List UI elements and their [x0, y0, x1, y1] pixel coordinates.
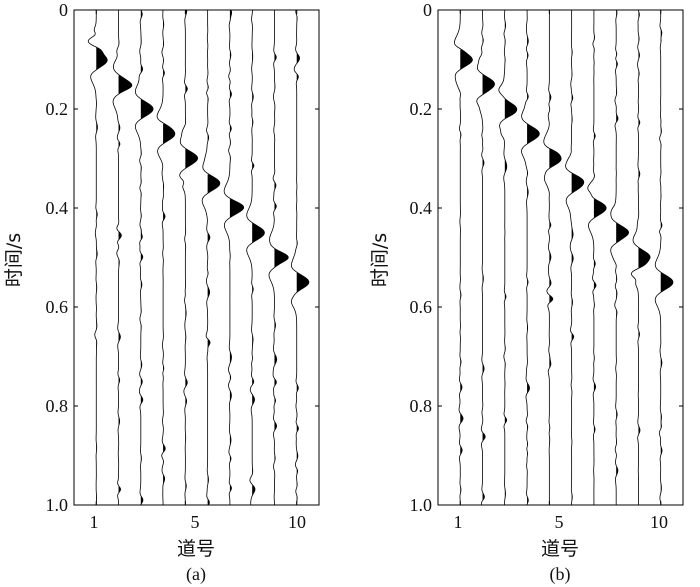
trace-wiggle	[223, 9, 245, 505]
x-tick-label: 1	[90, 512, 99, 532]
x-axis-title: 道号	[177, 538, 215, 560]
trace-fill	[460, 49, 473, 495]
trace-wiggle	[543, 10, 562, 505]
traces-b	[453, 9, 674, 506]
x-tick-label: 5	[555, 512, 564, 532]
x-tick-label: 5	[191, 512, 200, 532]
y-tick-label: 0.4	[46, 198, 69, 218]
trace-fill	[616, 10, 629, 477]
x-tick-label: 10	[288, 512, 306, 532]
trace-wiggle	[134, 9, 154, 506]
y-tick-label: 0.8	[410, 396, 433, 416]
trace-fill	[593, 32, 607, 506]
trace-wiggle	[290, 9, 310, 506]
x-tick-label: 10	[650, 512, 668, 532]
trace-wiggle	[521, 9, 540, 506]
x-axis-title: 道号	[541, 538, 579, 560]
trace-wiggle	[87, 10, 108, 506]
trace-wiggle	[631, 9, 651, 505]
trace-fill	[252, 10, 265, 497]
x-tick-label: 1	[454, 512, 463, 532]
trace-fill	[660, 29, 673, 506]
trace-fill	[296, 15, 309, 505]
y-tick-label: 0.4	[410, 198, 433, 218]
trace-fill	[140, 10, 154, 505]
trace-fill	[96, 47, 108, 505]
y-tick-label: 0.6	[410, 297, 433, 317]
trace-fill	[638, 10, 651, 506]
trace-wiggle	[654, 10, 674, 506]
y-tick-label: 0	[59, 0, 68, 20]
trace-fill	[185, 10, 198, 492]
y-tick-label: 0.2	[46, 99, 69, 119]
traces-a	[87, 9, 310, 506]
plot-frame-b	[437, 9, 684, 506]
trace-wiggle	[112, 9, 133, 506]
y-tick-label: 1.0	[46, 495, 69, 515]
y-tick-label: 0.2	[410, 99, 433, 119]
y-tick-label: 0.8	[46, 396, 69, 416]
trace-fill	[527, 10, 540, 505]
y-tick-label: 0	[423, 0, 432, 20]
trace-fill	[571, 10, 584, 504]
trace-wiggle	[565, 10, 585, 506]
trace-wiggle	[156, 9, 176, 506]
panel-b: 0 0.2 0.4 0.6 0.8 1.0 1 5 10 时间/s 道号 (b)	[369, 0, 684, 585]
trace-fill	[482, 10, 495, 502]
trace-fill	[274, 53, 289, 506]
trace-wiggle	[179, 9, 199, 506]
trace-wiggle	[246, 9, 265, 506]
trace-wiggle	[587, 10, 607, 506]
panel-a: 0 0.2 0.4 0.6 0.8 1.0 1 5 10 时间/s 道号 (a)	[3, 0, 320, 585]
y-axis-title: 时间/s	[3, 233, 25, 287]
trace-wiggle	[498, 9, 518, 506]
trace-fill	[229, 10, 244, 493]
trace-fill	[163, 19, 175, 486]
trace-fill	[504, 19, 517, 501]
trace-wiggle	[453, 10, 473, 506]
trace-wiggle	[201, 10, 221, 506]
y-axis-title: 时间/s	[369, 233, 391, 287]
panel-caption: (a)	[186, 564, 206, 585]
trace-wiggle	[268, 10, 289, 506]
trace-wiggle	[610, 9, 629, 505]
y-tick-label: 1.0	[410, 495, 433, 515]
plot-frame-a	[73, 9, 320, 506]
panel-caption: (b)	[550, 564, 571, 585]
y-tick-label: 0.6	[46, 297, 69, 317]
trace-fill	[549, 93, 562, 447]
ticks-a	[74, 9, 319, 506]
trace-wiggle	[476, 10, 495, 506]
ticks-b	[438, 9, 683, 506]
trace-fill	[207, 10, 220, 505]
